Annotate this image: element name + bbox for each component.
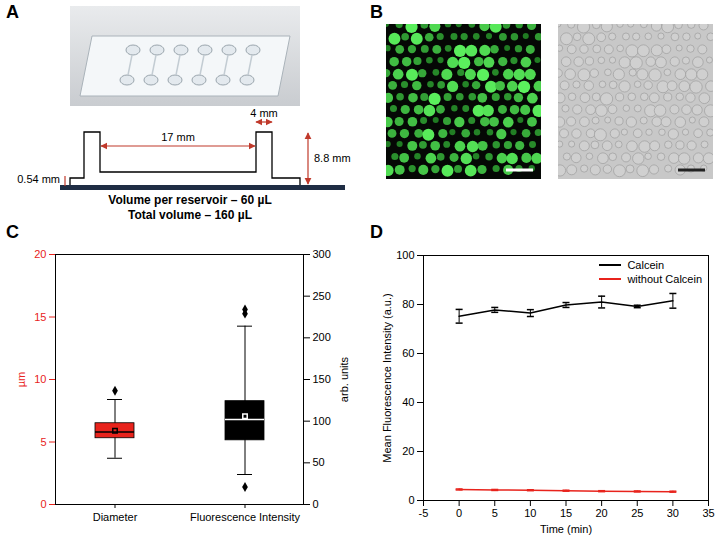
html-text:without Calcein: without Calcein bbox=[627, 273, 702, 285]
svg-text:-5: -5 bbox=[419, 507, 429, 519]
svg-text:100: 100 bbox=[313, 415, 331, 427]
svg-text:0: 0 bbox=[40, 498, 46, 510]
svg-text:0: 0 bbox=[408, 494, 414, 506]
svg-text:arb. units: arb. units bbox=[338, 356, 350, 402]
svg-text:20: 20 bbox=[34, 248, 46, 260]
svg-text:20: 20 bbox=[402, 445, 414, 457]
svg-text:17 mm: 17 mm bbox=[161, 131, 195, 143]
html-text:A: A bbox=[6, 2, 19, 22]
svg-text:250: 250 bbox=[313, 290, 331, 302]
svg-text:150: 150 bbox=[313, 373, 331, 385]
svg-text:20: 20 bbox=[596, 507, 608, 519]
svg-text:15: 15 bbox=[34, 311, 46, 323]
svg-text:0: 0 bbox=[313, 498, 319, 510]
html-text:D: D bbox=[370, 222, 383, 242]
svg-text:Fluorescence Intensity: Fluorescence Intensity bbox=[190, 511, 301, 523]
svg-text:100: 100 bbox=[396, 249, 414, 261]
svg-text:0: 0 bbox=[456, 507, 462, 519]
html-text:C: C bbox=[6, 222, 19, 242]
svg-text:Diameter: Diameter bbox=[93, 511, 138, 523]
html-text:Calcein: Calcein bbox=[627, 259, 665, 271]
svg-text:15: 15 bbox=[560, 507, 572, 519]
svg-text:4 mm: 4 mm bbox=[250, 107, 278, 119]
svg-text:Time (min): Time (min) bbox=[540, 523, 592, 535]
svg-text:40: 40 bbox=[402, 396, 414, 408]
svg-text:200: 200 bbox=[313, 331, 331, 343]
svg-text:0.54 mm: 0.54 mm bbox=[17, 173, 60, 185]
svg-text:60: 60 bbox=[402, 347, 414, 359]
svg-text:80: 80 bbox=[402, 298, 414, 310]
svg-text:µm: µm bbox=[15, 372, 27, 388]
svg-text:35: 35 bbox=[702, 507, 714, 519]
svg-text:5: 5 bbox=[492, 507, 498, 519]
svg-text:50: 50 bbox=[313, 456, 325, 468]
svg-text:10: 10 bbox=[524, 507, 536, 519]
svg-text:10: 10 bbox=[34, 373, 46, 385]
svg-text:30: 30 bbox=[667, 507, 679, 519]
svg-text:Mean Fluorescence Intensity (a: Mean Fluorescence Intensity (a.u.) bbox=[381, 293, 393, 462]
svg-text:Volume per reservoir – 60 µL: Volume per reservoir – 60 µL bbox=[108, 193, 271, 207]
svg-text:25: 25 bbox=[631, 507, 643, 519]
html-text:B: B bbox=[370, 2, 383, 22]
svg-text:5: 5 bbox=[40, 436, 46, 448]
svg-text:8.8 mm: 8.8 mm bbox=[314, 152, 351, 164]
svg-text:Total volume – 160 µL: Total volume – 160 µL bbox=[128, 208, 252, 222]
svg-text:300: 300 bbox=[313, 248, 331, 260]
